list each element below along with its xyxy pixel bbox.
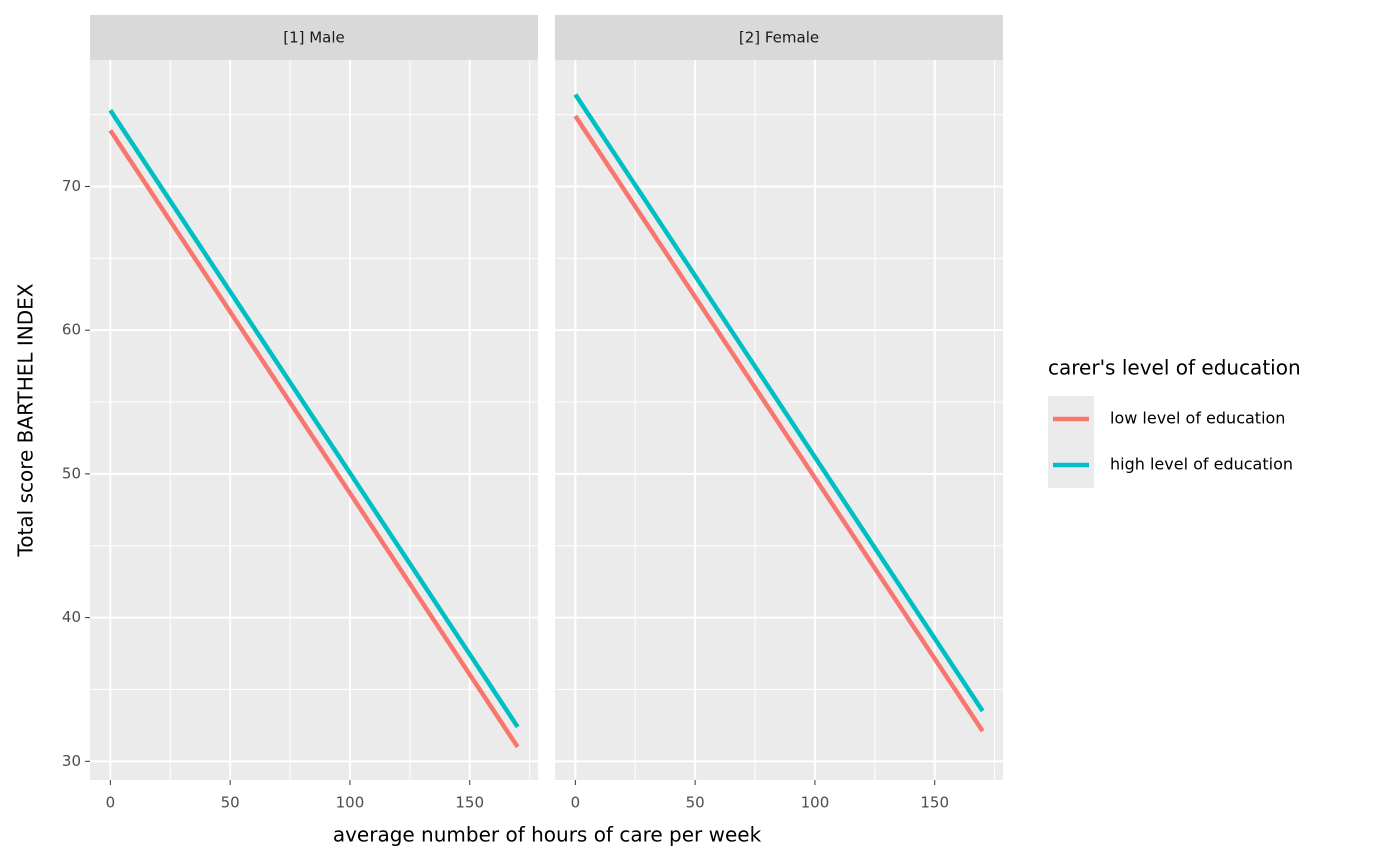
y-axis-title: Total score BARTHEL INDEX	[14, 283, 38, 557]
y-tick-label: 50	[62, 464, 81, 482]
series-line	[573, 114, 985, 733]
x-tick-label: 0	[106, 794, 116, 812]
series-line	[573, 93, 985, 713]
facet-strip	[555, 15, 1003, 60]
legend-label: low level of education	[1110, 409, 1285, 428]
x-tick-label: 50	[686, 794, 705, 812]
x-tick-label: 150	[920, 794, 949, 812]
legend-title: carer's level of education	[1048, 356, 1301, 380]
x-axis-title: average number of hours of care per week	[333, 823, 762, 847]
y-tick-label: 30	[62, 752, 81, 770]
x-tick-label: 150	[455, 794, 484, 812]
legend-label: high level of education	[1110, 455, 1293, 474]
x-tick-label: 100	[336, 794, 365, 812]
series-line	[108, 109, 520, 729]
facet-title: [2] Female	[739, 29, 819, 47]
x-tick-label: 100	[801, 794, 830, 812]
y-tick-label: 70	[62, 177, 81, 195]
x-tick-label: 0	[571, 794, 581, 812]
y-tick-label: 40	[62, 608, 81, 626]
series-line	[108, 129, 520, 749]
y-tick-label: 60	[62, 321, 81, 339]
x-tick-label: 50	[221, 794, 240, 812]
facet-title: [1] Male	[283, 29, 345, 47]
facet-strip	[90, 15, 538, 60]
